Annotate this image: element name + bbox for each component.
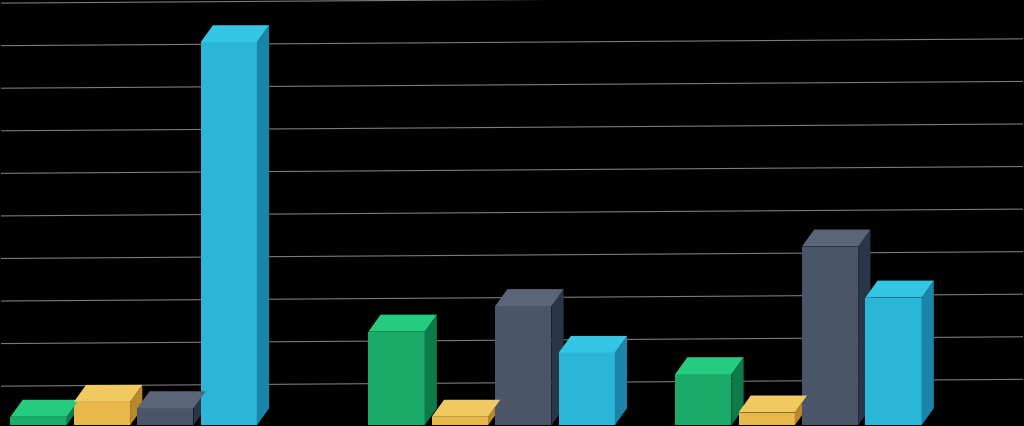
Bar (558, 353, 614, 425)
Polygon shape (10, 400, 79, 417)
Bar (10, 417, 67, 425)
Bar (738, 412, 795, 425)
Polygon shape (201, 26, 269, 43)
Polygon shape (432, 400, 501, 417)
Polygon shape (137, 391, 206, 409)
Polygon shape (369, 315, 437, 332)
Polygon shape (67, 400, 79, 425)
Polygon shape (675, 357, 743, 374)
Polygon shape (425, 315, 437, 425)
Polygon shape (922, 281, 934, 425)
Polygon shape (496, 289, 563, 306)
Polygon shape (614, 336, 627, 425)
Polygon shape (865, 281, 934, 298)
Polygon shape (551, 289, 563, 425)
Polygon shape (74, 385, 142, 402)
Polygon shape (795, 396, 807, 425)
Bar (496, 306, 551, 425)
Bar (675, 374, 731, 425)
Polygon shape (738, 396, 807, 412)
Bar (369, 332, 425, 425)
Polygon shape (194, 391, 206, 425)
Bar (137, 409, 194, 425)
Bar (432, 417, 488, 425)
Polygon shape (558, 336, 627, 353)
Polygon shape (858, 230, 870, 425)
Bar (865, 298, 922, 425)
Bar (802, 247, 858, 425)
Polygon shape (488, 400, 501, 425)
Bar (201, 43, 257, 425)
Polygon shape (802, 230, 870, 247)
Polygon shape (130, 385, 142, 425)
Polygon shape (257, 26, 269, 425)
Polygon shape (731, 357, 743, 425)
Bar (74, 402, 130, 425)
